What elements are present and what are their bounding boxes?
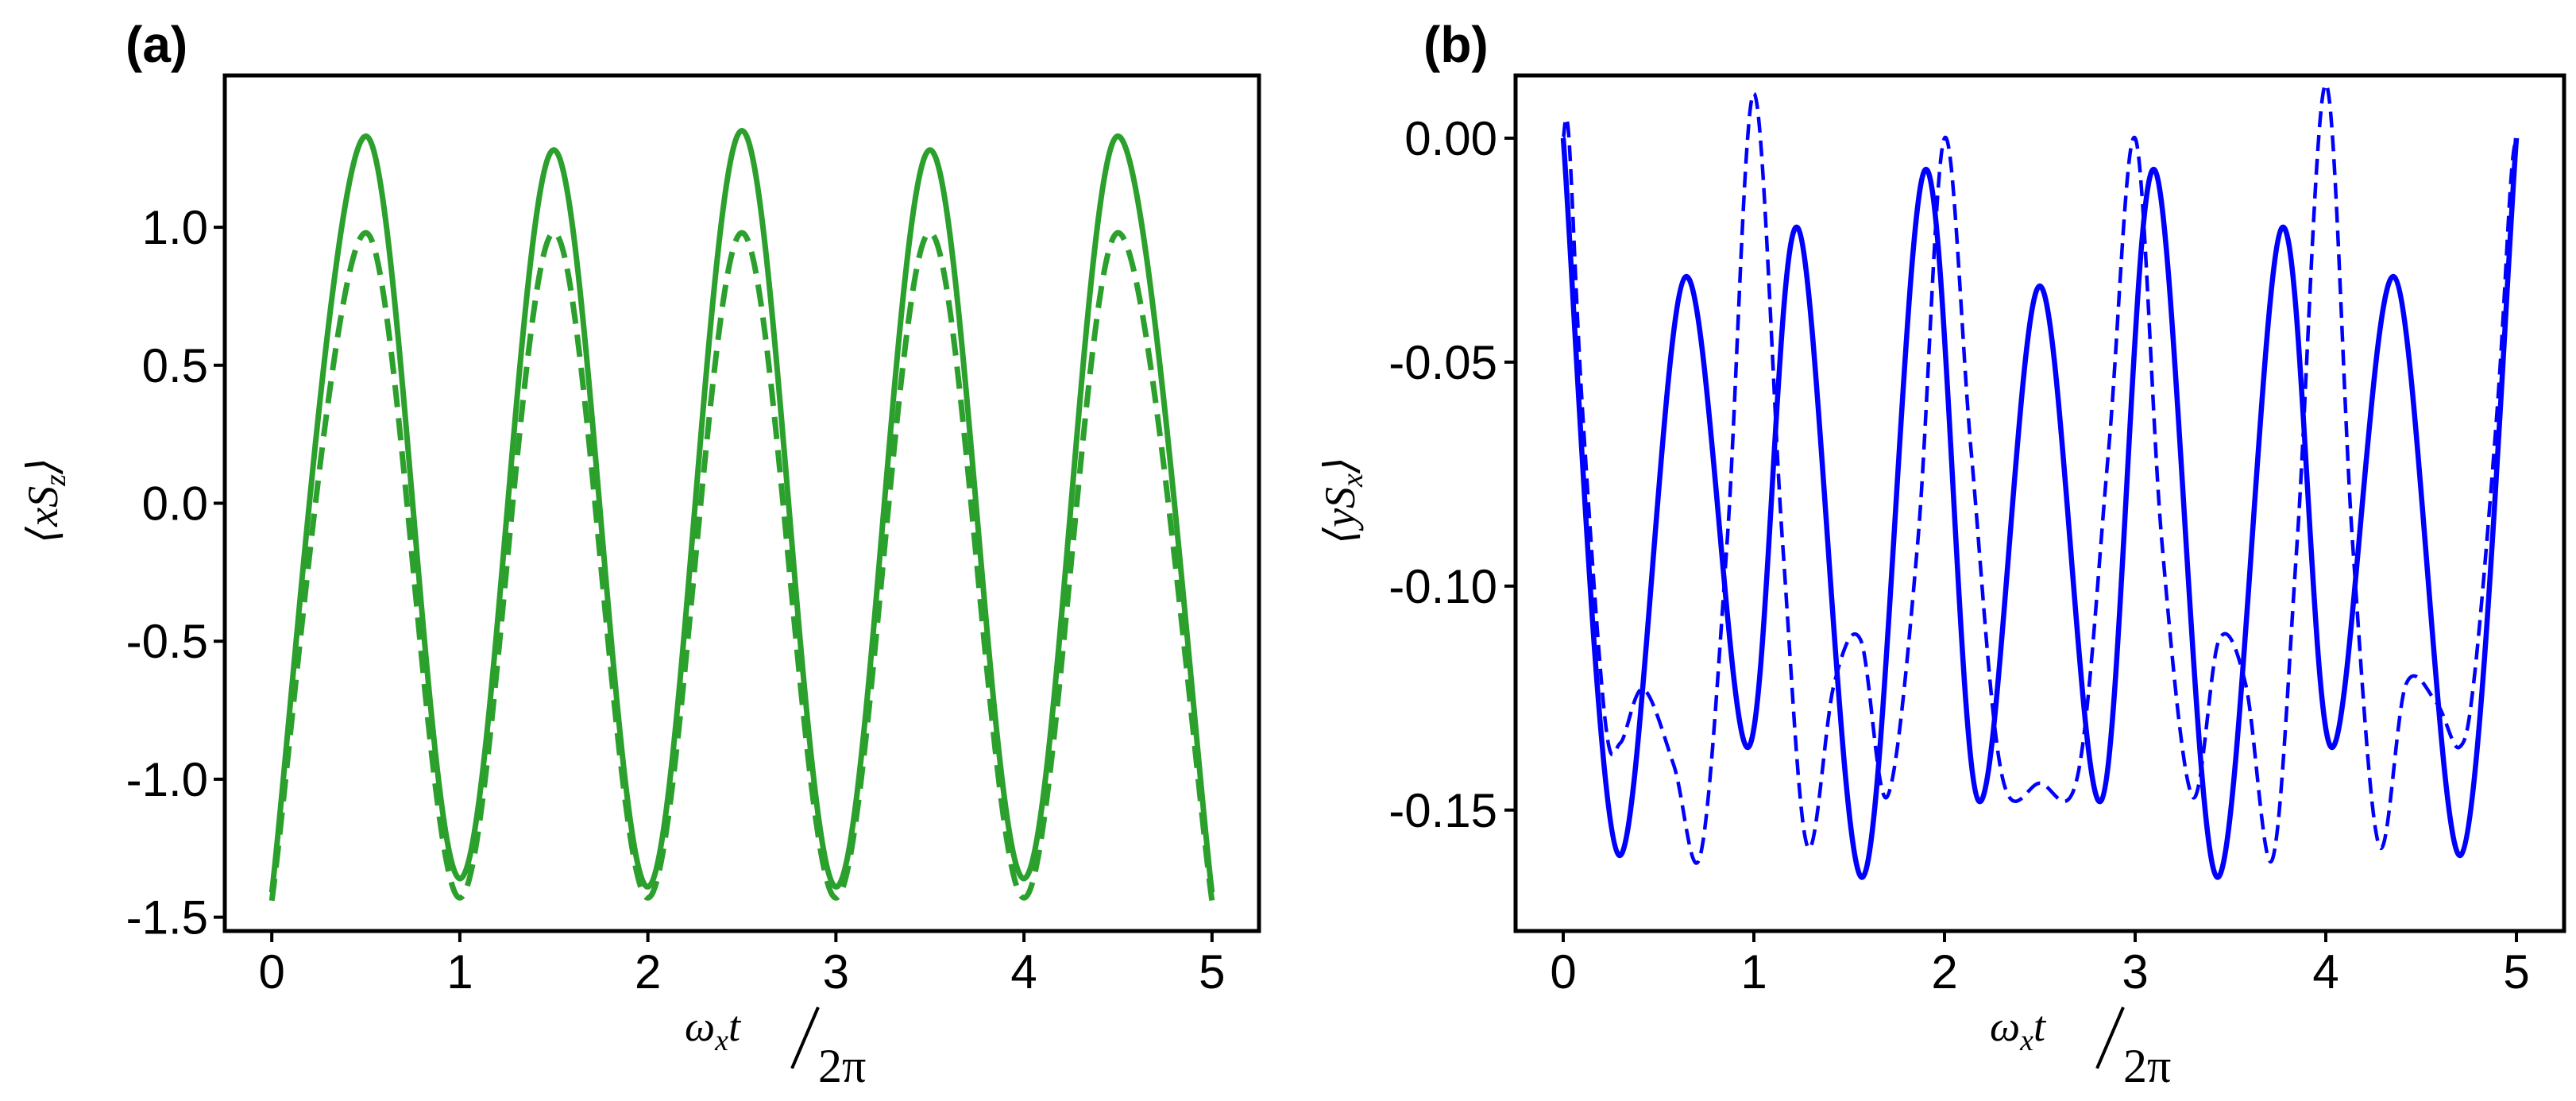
panel-b-y-axis: -0.15 -0.10 -0.05 0.00 [1388,112,1516,837]
panel-a-label: (a) [126,16,187,73]
panel-b-chart: (b) 0 1 2 3 4 5 -0.15 -0.10 -0.05 0.00 ωxt 2π ⟨y… [1316,16,2566,1092]
panel-b-y-axis-label: ⟨ySx⟩ [1316,457,1369,544]
panel-b-x-tick-label: 3 [2122,945,2148,999]
panel-b-frame [1513,73,2566,933]
panel-a-x-tick-label: 4 [1010,945,1037,999]
svg-text:2π: 2π [818,1040,866,1092]
panel-a-x-tick-label: 5 [1199,945,1225,999]
panel-a-x-axis: 0 1 2 3 4 5 [258,931,1226,999]
svg-text:ωxt: ωxt [1990,1002,2047,1057]
panel-b-label: (b) [1423,16,1489,73]
panel-b-x-tick-label: 5 [2503,945,2529,999]
panel-a-x-tick-label: 2 [635,945,661,999]
panel-a-series-solid-line [268,128,1215,893]
panel-a-frame [222,73,1261,933]
panel-b-y-tick-label: -0.10 [1388,560,1497,613]
panel-b-y-tick-label: -0.15 [1388,784,1497,837]
panel-b-series-solid-line [1560,137,2520,880]
panel-a-y-tick-label: 0.0 [142,477,208,531]
panel-a-y-tick-label: -1.0 [126,753,208,806]
panel-b-x-tick-label: 4 [2312,945,2338,999]
panel-a-y-tick-label: -0.5 [126,615,208,668]
panel-b-series-dashed-line [1561,83,2519,865]
panel-a-y-axis: -1.5 -1.0 -0.5 0.0 0.5 1.0 [126,201,225,945]
panel-a-y-tick-label: 1.0 [142,201,208,254]
panel-b-x-tick-label: 2 [1931,945,1957,999]
panel-b-y-tick-label: 0.00 [1404,112,1497,165]
panel-b-x-axis: 0 1 2 3 4 5 [1550,931,2530,999]
panel-a-x-axis-label: ωxt 2π [685,1002,866,1092]
panel-a-y-tick-label: 0.5 [142,339,208,392]
panel-a-x-tick-label: 3 [823,945,849,999]
svg-text:2π: 2π [2123,1040,2171,1092]
panel-a-y-tick-label: -1.5 [126,891,208,945]
panel-b-x-tick-label: 0 [1550,945,1576,999]
panel-a-plot-area [268,128,1215,902]
panel-a-series-dashed-line [268,230,1215,902]
panel-b-x-axis-label: ωxt 2π [1990,1002,2171,1092]
panel-b-y-tick-label: -0.05 [1388,336,1497,389]
panel-a-x-tick-label: 0 [258,945,284,999]
panel-a-x-tick-label: 1 [446,945,473,999]
panel-a-y-axis-label: ⟨xSz⟩ [19,458,72,543]
panel-b-x-tick-label: 1 [1740,945,1767,999]
svg-text:ωxt: ωxt [685,1002,742,1057]
panel-b-plot-area [1560,83,2520,880]
